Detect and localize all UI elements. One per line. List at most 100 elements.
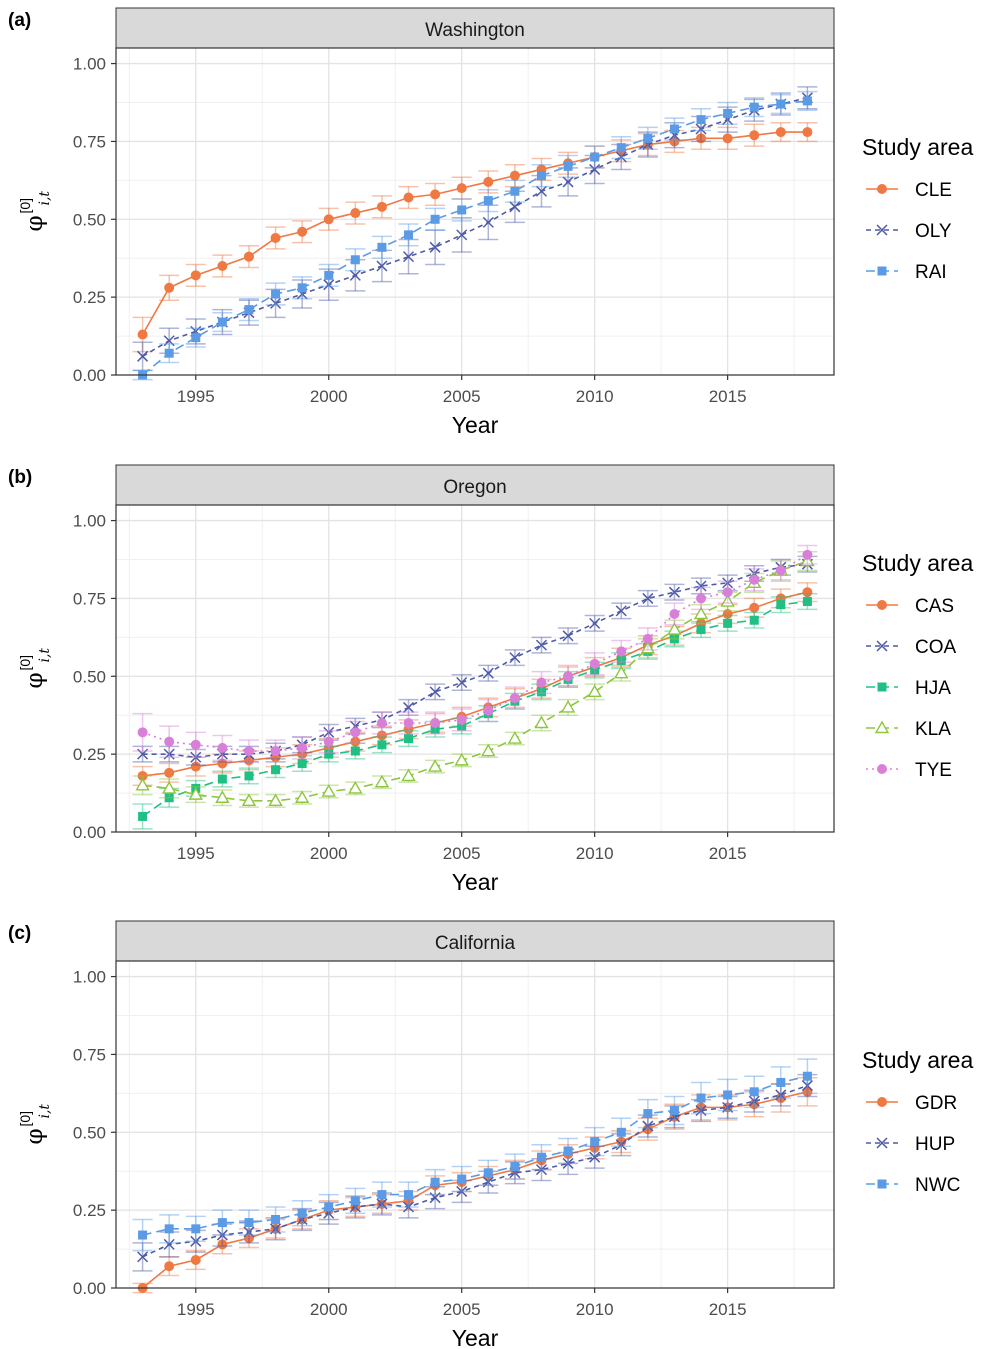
data-point [349,269,361,281]
data-point [509,693,520,704]
legend-item-tye: TYE [866,760,952,781]
legend-label: COA [915,637,957,658]
data-point [696,625,706,635]
data-point [563,161,573,171]
data-point [216,1229,228,1241]
data-point [427,759,443,772]
data-point [323,726,335,738]
data-point [667,622,682,635]
data-point [481,743,496,757]
legend-key-marker [876,1137,888,1149]
strip-background [115,7,835,49]
legend-key-marker [877,764,887,774]
data-point [324,749,334,759]
data-point [137,748,149,760]
data-point [589,1151,601,1163]
data-point [614,665,629,679]
x-tick-label: 2015 [709,1300,747,1319]
x-tick-label: 1995 [177,1300,215,1319]
data-point [268,793,283,807]
data-point [243,1233,254,1244]
data-point [615,1139,627,1151]
y-axis-title: φ i,t [0] [17,1104,53,1145]
data-point [482,1176,494,1188]
data-point [217,758,228,769]
data-point [164,1224,174,1234]
x-tick-label: 2000 [310,844,348,863]
legend-label: HJA [915,678,951,699]
data-point [164,348,174,358]
data-point [509,170,520,181]
data-point [775,127,786,138]
data-point [695,123,707,135]
data-point [615,605,627,617]
data-point [137,727,148,738]
legend-item-hup: HUP [866,1134,955,1155]
data-point [271,1214,281,1224]
data-point [509,201,521,213]
data-point [590,665,600,675]
series-line [142,1084,808,1258]
data-point [164,282,175,293]
data-point [536,687,546,697]
plot-border [115,960,835,1289]
strip-title: Washington [425,20,525,41]
y-axis-superscript: [0] [17,655,33,671]
legend-item-oly: OLY [866,221,952,242]
data-point [137,770,148,781]
data-point [270,297,282,309]
legend-label: RAI [915,262,947,283]
data-point [801,1080,813,1092]
data-point [457,205,467,215]
data-point [695,1104,707,1117]
panel-tag: (b) [8,467,32,488]
panel-tag: (c) [8,923,31,944]
plot-border [115,47,835,376]
data-point [457,721,467,731]
data-point [404,734,414,744]
data-point [615,151,627,163]
data-point [722,133,733,144]
data-point [190,1254,201,1265]
data-point [271,289,281,299]
y-axis-symbol: φ [22,672,48,688]
data-point [616,1127,626,1137]
legend-label: CLE [915,180,952,201]
data-point [323,279,335,291]
data-point [642,1124,653,1135]
legend-label: NWC [915,1175,960,1196]
x-tick-label: 2005 [443,387,481,406]
x-axis-title: Year [452,412,499,438]
y-tick-label: 0.00 [73,1279,106,1298]
data-point [802,587,813,598]
data-point [749,102,759,112]
data-point [137,1251,149,1263]
legend-label: CAS [915,596,954,617]
legend: Study area CAS COA HJA KLA TYE [862,550,973,781]
data-point [403,192,414,203]
data-point [161,780,177,794]
data-point [775,1089,787,1101]
data-point [323,736,334,747]
data-point [669,1105,679,1115]
series-hup [132,1073,818,1272]
x-tick-label: 2010 [576,1300,614,1319]
legend-key-marker [877,682,887,692]
x-tick-label: 2010 [576,844,614,863]
y-tick-label: 0.25 [73,745,106,764]
data-point [802,96,812,106]
legend-title: Study area [862,134,973,160]
y-tick-label: 1.00 [73,968,106,987]
data-point [430,1177,440,1187]
series-tye [132,544,818,763]
data-point [456,229,468,241]
data-point [509,652,521,664]
y-tick-label: 0.75 [73,589,106,608]
data-point [483,176,494,187]
data-point [483,196,493,206]
data-point [616,1136,627,1147]
data-point [483,705,494,716]
data-point [536,171,546,181]
y-tick-label: 0.50 [73,667,106,686]
data-point [535,639,548,651]
